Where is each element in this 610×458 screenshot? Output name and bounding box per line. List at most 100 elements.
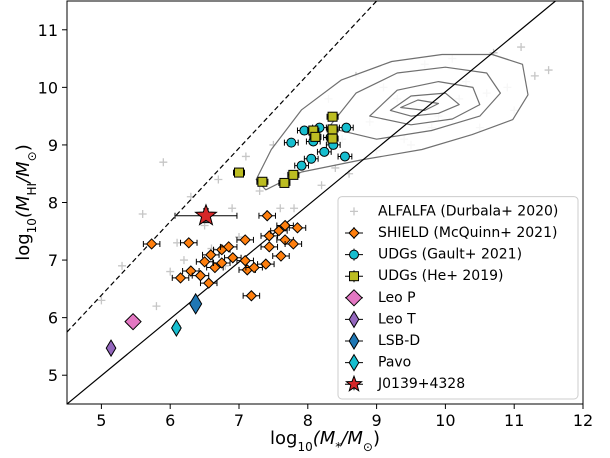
diamond-marker bbox=[174, 272, 187, 284]
square-marker bbox=[349, 271, 359, 282]
legend-entry: Pavo bbox=[345, 353, 411, 372]
diamond-marker bbox=[291, 222, 304, 234]
label-part: ) bbox=[13, 144, 34, 151]
plus-marker bbox=[179, 256, 188, 265]
square-marker bbox=[279, 177, 290, 188]
diamond-marker bbox=[222, 241, 235, 253]
diamond-marker bbox=[171, 319, 182, 337]
contour bbox=[400, 99, 440, 112]
label-part: ) bbox=[373, 428, 380, 449]
contour bbox=[369, 80, 481, 126]
label-part: /M bbox=[339, 428, 363, 449]
x-axis-label: log10(M*/M⊙) bbox=[270, 428, 380, 454]
diamond-marker bbox=[145, 238, 158, 250]
legend-label: Leo P bbox=[378, 290, 416, 306]
diamond-marker bbox=[203, 277, 215, 289]
legend-label: UDGs (He+ 2019) bbox=[378, 268, 504, 284]
x-tick-label: 12 bbox=[573, 411, 593, 430]
plus-marker bbox=[241, 152, 250, 161]
label-part: * bbox=[335, 440, 341, 454]
plus-marker bbox=[276, 204, 285, 213]
plus-marker bbox=[214, 175, 223, 184]
circle-marker bbox=[339, 151, 350, 162]
legend-entry: UDGs (He+ 2019) bbox=[345, 268, 504, 284]
label-part: (M bbox=[313, 428, 336, 449]
plus-marker bbox=[138, 210, 147, 219]
plus-marker bbox=[159, 158, 168, 167]
legend-entry: ALFALFA (Durbala+ 2020) bbox=[350, 203, 558, 219]
legend-entry: J0139+4328 bbox=[345, 374, 465, 392]
x-tick-label: 8 bbox=[303, 411, 313, 430]
x-tick-label: 11 bbox=[504, 411, 524, 430]
circle-marker bbox=[306, 153, 317, 164]
legend-entry: SHIELD (McQuinn+ 2021) bbox=[345, 225, 557, 241]
plus-marker bbox=[97, 296, 106, 305]
diamond-marker bbox=[348, 353, 360, 372]
plus-marker bbox=[517, 43, 526, 52]
legend: ALFALFA (Durbala+ 2020) SHIELD (McQuinn+ … bbox=[337, 196, 579, 400]
plus-marker bbox=[152, 302, 161, 311]
square-marker bbox=[257, 176, 268, 187]
diamond-marker bbox=[263, 241, 275, 253]
legend-label: SHIELD (McQuinn+ 2021) bbox=[378, 225, 557, 241]
legend-label: J0139+4328 bbox=[377, 376, 465, 392]
diamond-marker bbox=[261, 210, 273, 222]
plus-marker bbox=[228, 204, 237, 213]
square-marker bbox=[327, 133, 338, 144]
diamond-marker bbox=[260, 258, 272, 270]
y-tick-label: 6 bbox=[48, 309, 58, 328]
diamond-marker bbox=[198, 256, 211, 268]
diamond-marker bbox=[183, 237, 195, 249]
square-marker bbox=[234, 167, 244, 178]
label-part: log bbox=[13, 233, 34, 260]
diamond-marker bbox=[348, 310, 360, 329]
circle-marker bbox=[319, 146, 330, 157]
plus-marker bbox=[166, 267, 175, 276]
square-marker bbox=[327, 111, 338, 122]
legend-label: UDGs (Gault+ 2021) bbox=[378, 247, 522, 263]
plus-marker bbox=[530, 71, 539, 80]
plot-area bbox=[67, 1, 556, 404]
reference-line bbox=[67, 1, 556, 404]
legend-label: Leo T bbox=[378, 311, 416, 327]
square-marker bbox=[327, 124, 338, 135]
plus-marker bbox=[290, 204, 299, 213]
legend-entry: LSB-D bbox=[345, 332, 420, 350]
label-part: ⊙ bbox=[363, 440, 373, 454]
label-part: ⊙ bbox=[25, 151, 39, 161]
circle-marker bbox=[349, 249, 359, 260]
x-tick-label: 5 bbox=[96, 411, 106, 430]
x-tick-label: 9 bbox=[372, 411, 382, 430]
diamond-marker bbox=[239, 254, 251, 267]
star-marker bbox=[345, 374, 363, 392]
square-marker bbox=[288, 169, 299, 180]
label-part: 10 bbox=[25, 218, 39, 233]
plus-marker bbox=[255, 186, 264, 195]
circle-marker bbox=[341, 122, 352, 133]
x-tick-label: 10 bbox=[435, 411, 455, 430]
plus-marker bbox=[350, 207, 358, 216]
y-tick-label: 7 bbox=[48, 251, 58, 270]
legend-entry: Leo P bbox=[345, 289, 416, 307]
y-tick-label: 10 bbox=[38, 78, 58, 97]
diamond-marker bbox=[248, 261, 260, 274]
y-tick-label: 8 bbox=[48, 194, 58, 213]
legend-entry: Leo T bbox=[345, 310, 416, 329]
legend-box bbox=[337, 196, 579, 400]
y-axis-label: log10(MHI/M⊙) bbox=[13, 144, 39, 261]
axes: 5 6 7 8 9 10 11 12567891011log10(M*/M⊙)log10(MH… bbox=[13, 21, 593, 454]
label-part: log bbox=[270, 428, 297, 449]
star-marker bbox=[194, 203, 218, 226]
plus-marker bbox=[173, 238, 182, 247]
diamond-marker bbox=[194, 269, 207, 282]
y-tick-label: 11 bbox=[38, 21, 58, 40]
legend-entry: UDGs (Gault+ 2021) bbox=[345, 247, 522, 263]
diamond-marker bbox=[279, 219, 291, 232]
diamond-marker bbox=[245, 290, 258, 302]
diamond-marker bbox=[105, 339, 117, 358]
contour bbox=[327, 66, 501, 140]
diamond-marker bbox=[263, 230, 275, 242]
label-part: (M bbox=[13, 195, 34, 218]
legend-label: LSB-D bbox=[378, 333, 420, 349]
